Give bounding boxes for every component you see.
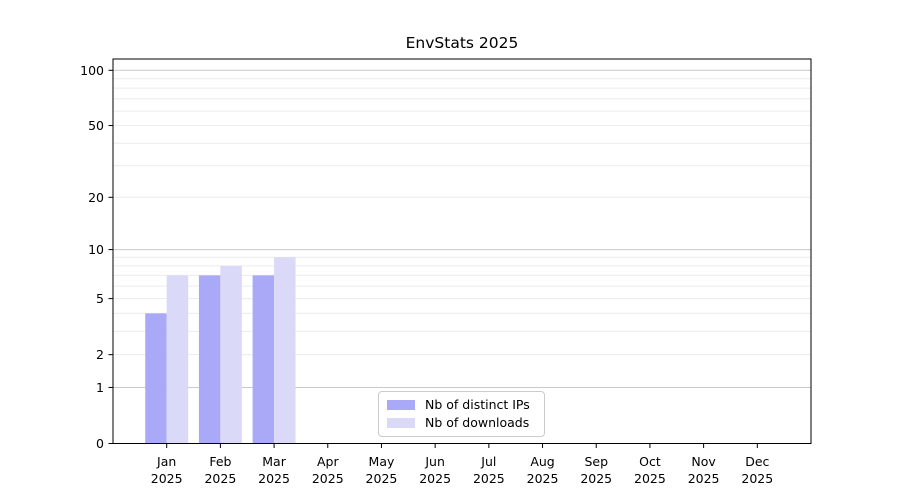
legend-item-downloads: Nb of downloads bbox=[387, 415, 534, 431]
x-tick-year-jun: 2025 bbox=[419, 471, 451, 486]
legend-item-distinct-ips: Nb of distinct IPs bbox=[387, 397, 534, 413]
x-tick-label-apr: Apr bbox=[317, 454, 339, 469]
x-tick-label-sep: Sep bbox=[584, 454, 608, 469]
x-tick-year-aug: 2025 bbox=[527, 471, 559, 486]
x-tick-year-apr: 2025 bbox=[312, 471, 344, 486]
y-tick-label-10: 10 bbox=[88, 242, 104, 257]
y-tick-label-2: 2 bbox=[96, 347, 104, 362]
x-tick-year-dec: 2025 bbox=[741, 471, 773, 486]
x-tick-label-nov: Nov bbox=[691, 454, 716, 469]
legend: Nb of distinct IPs Nb of downloads bbox=[378, 391, 545, 437]
bar-jan-nb-of-downloads bbox=[166, 275, 189, 444]
x-tick-label-jun: Jun bbox=[424, 454, 445, 469]
x-tick-year-oct: 2025 bbox=[634, 471, 666, 486]
x-tick-year-may: 2025 bbox=[366, 471, 398, 486]
bar-mar-nb-of-downloads bbox=[274, 257, 296, 444]
x-tick-year-mar: 2025 bbox=[258, 471, 290, 486]
plot-border bbox=[112, 58, 812, 444]
bar-mar-nb-of-distinct-ips bbox=[252, 275, 275, 444]
legend-label-downloads: Nb of downloads bbox=[425, 414, 530, 430]
y-tick-label-20: 20 bbox=[88, 190, 104, 205]
x-tick-label-may: May bbox=[369, 454, 395, 469]
x-tick-year-feb: 2025 bbox=[204, 471, 236, 486]
y-tick-label-0: 0 bbox=[96, 436, 104, 451]
x-tick-year-nov: 2025 bbox=[688, 471, 720, 486]
legend-swatch-distinct-ips bbox=[387, 400, 415, 410]
x-tick-label-oct: Oct bbox=[639, 454, 661, 469]
y-tick-label-5: 5 bbox=[96, 291, 104, 306]
bar-feb-nb-of-downloads bbox=[220, 265, 242, 444]
bar-jan-nb-of-distinct-ips bbox=[145, 313, 167, 444]
x-tick-year-jan: 2025 bbox=[151, 471, 183, 486]
x-tick-label-aug: Aug bbox=[530, 454, 554, 469]
y-tick-label-50: 50 bbox=[88, 118, 104, 133]
y-tick-label-1: 1 bbox=[96, 380, 104, 395]
y-tick-label-100: 100 bbox=[80, 63, 104, 78]
x-tick-label-feb: Feb bbox=[209, 454, 231, 469]
x-tick-label-jul: Jul bbox=[480, 454, 496, 469]
x-tick-label-mar: Mar bbox=[262, 454, 286, 469]
x-tick-label-dec: Dec bbox=[745, 454, 769, 469]
x-tick-year-jul: 2025 bbox=[473, 471, 505, 486]
legend-swatch-downloads bbox=[387, 418, 415, 428]
legend-label-distinct-ips: Nb of distinct IPs bbox=[425, 396, 530, 412]
bar-feb-nb-of-distinct-ips bbox=[198, 275, 221, 444]
x-tick-label-jan: Jan bbox=[156, 454, 176, 469]
x-tick-year-sep: 2025 bbox=[580, 471, 612, 486]
chart-title: EnvStats 2025 bbox=[405, 34, 519, 52]
